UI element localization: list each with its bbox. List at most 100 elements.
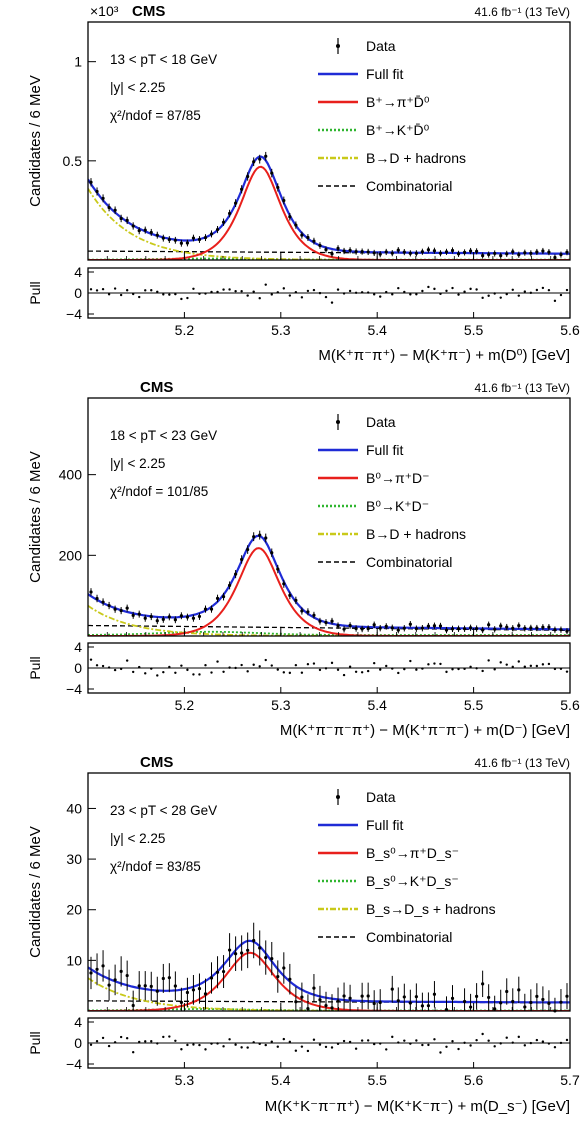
pull-point: [144, 1040, 147, 1043]
data-point: [264, 536, 268, 540]
pull-point: [547, 1042, 551, 1045]
data-point: [113, 607, 117, 611]
data-point: [227, 211, 232, 216]
data-point: [517, 253, 521, 257]
legend-entry: B⁰→K⁺D⁻: [366, 498, 429, 514]
pull-point: [222, 288, 225, 291]
pull-point: [559, 1041, 563, 1045]
pull-point: [379, 668, 382, 671]
pull-point: [192, 287, 195, 290]
data-point: [95, 189, 99, 194]
data-point: [95, 596, 99, 601]
data-point: [149, 230, 153, 235]
pull-point: [180, 297, 183, 301]
pull-point: [113, 1041, 117, 1044]
data-point: [107, 205, 111, 210]
data-point: [191, 988, 196, 992]
data-point: [197, 237, 202, 242]
pull-point: [252, 663, 255, 666]
data-point: [432, 992, 437, 996]
data-point: [565, 629, 569, 633]
legend-entry: B⁺→π⁺D̄⁰: [366, 94, 430, 110]
legend-entry: B→D + hadrons: [366, 150, 466, 166]
x-tick-label: 5.5: [464, 697, 484, 713]
pull-point: [421, 667, 424, 670]
data-point: [396, 248, 400, 252]
pull-point: [439, 1051, 442, 1054]
pull-point: [469, 665, 472, 669]
data-point: [390, 251, 394, 255]
pull-point: [240, 290, 243, 293]
pull-point: [409, 1042, 412, 1045]
data-point: [306, 1007, 310, 1011]
x-tick-label: 5.4: [367, 322, 387, 338]
pull-point: [415, 293, 418, 296]
pull-point: [523, 290, 527, 293]
data-point: [360, 627, 364, 631]
pull-point: [125, 659, 129, 662]
x-axis-label: M(K⁺π⁻π⁺) − M(K⁺π⁻) + m(D⁰) [GeV]: [318, 347, 570, 364]
pull-point: [107, 293, 111, 296]
pull-point: [336, 1042, 340, 1046]
pull-point: [366, 669, 370, 673]
pull-point: [150, 289, 153, 292]
data-point: [535, 626, 539, 630]
pull-point: [372, 293, 376, 296]
pull-point: [354, 291, 358, 295]
data-point: [396, 628, 400, 632]
data-point: [203, 236, 208, 240]
pull-point: [433, 662, 436, 665]
pull-point: [342, 1039, 346, 1043]
pull-point: [174, 1039, 177, 1043]
data-point: [408, 1001, 412, 1005]
pull-point: [391, 293, 394, 296]
pull-point: [553, 299, 557, 303]
series-full-fit: [88, 939, 570, 1004]
data-point: [246, 174, 250, 179]
pull-point: [180, 664, 183, 667]
data-point: [107, 983, 111, 987]
pull-point: [138, 665, 141, 669]
pull-point: [553, 667, 557, 671]
data-point: [420, 250, 424, 254]
pull-point: [288, 1040, 292, 1044]
pull-point: [258, 297, 261, 300]
pull-point: [252, 1041, 255, 1044]
pull-point: [282, 671, 286, 674]
data-point: [209, 232, 214, 236]
pull-point: [348, 665, 352, 668]
data-point: [408, 622, 412, 626]
data-point: [372, 251, 376, 255]
pull-point: [559, 667, 563, 670]
pull-point: [282, 1037, 286, 1041]
data-point: [282, 582, 286, 586]
x-axis-label: M(K⁺K⁻π⁻π⁺) − M(K⁺K⁻π⁻) + m(D_s⁻) [GeV]: [265, 1098, 570, 1115]
legend-entry: B→D + hadrons: [366, 526, 466, 542]
pull-point: [138, 295, 141, 299]
data-point: [432, 624, 437, 628]
legend-entry: Combinatorial: [366, 929, 452, 945]
data-point: [276, 567, 280, 571]
pull-point: [415, 668, 418, 671]
data-point: [246, 547, 250, 552]
pull-point: [547, 662, 551, 666]
pull-point: [487, 1039, 490, 1042]
data-point: [366, 250, 370, 254]
pull-point: [463, 667, 466, 671]
data-point: [378, 252, 382, 256]
legend-entry: B⁰→π⁺D⁻: [366, 470, 430, 486]
pull-point: [451, 1040, 454, 1043]
pull-point: [372, 1042, 376, 1046]
data-point: [541, 997, 545, 1002]
data-point: [113, 208, 117, 212]
data-point: [523, 251, 527, 255]
legend-data-dot: [336, 795, 340, 799]
data-point: [481, 253, 485, 258]
pull-point: [342, 673, 346, 677]
pull-point: [541, 286, 545, 290]
pull-point: [312, 662, 316, 665]
data-point: [125, 218, 129, 222]
pull-point: [397, 1041, 400, 1044]
pull-point: [475, 288, 478, 291]
pull-point: [391, 667, 394, 670]
